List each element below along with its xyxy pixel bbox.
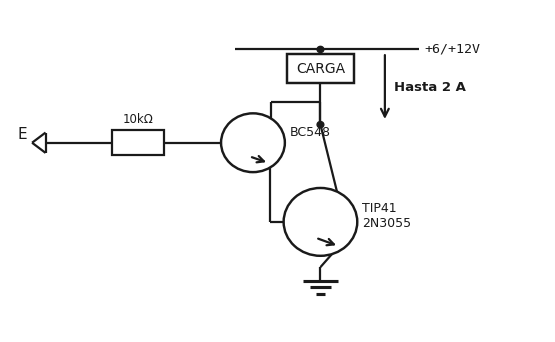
Text: TIP41
2N3055: TIP41 2N3055 bbox=[362, 202, 411, 230]
Text: E: E bbox=[17, 127, 27, 142]
Bar bbox=[287, 54, 354, 83]
Circle shape bbox=[317, 121, 324, 128]
Text: CARGA: CARGA bbox=[296, 62, 345, 76]
Text: Hasta 2 A: Hasta 2 A bbox=[394, 81, 466, 94]
Text: 10kΩ: 10kΩ bbox=[123, 113, 153, 126]
Circle shape bbox=[221, 113, 285, 172]
Bar bbox=[112, 130, 164, 155]
Circle shape bbox=[317, 46, 324, 53]
Text: +6/+12V: +6/+12V bbox=[425, 43, 481, 56]
Text: BC548: BC548 bbox=[290, 126, 331, 139]
Circle shape bbox=[284, 188, 357, 256]
